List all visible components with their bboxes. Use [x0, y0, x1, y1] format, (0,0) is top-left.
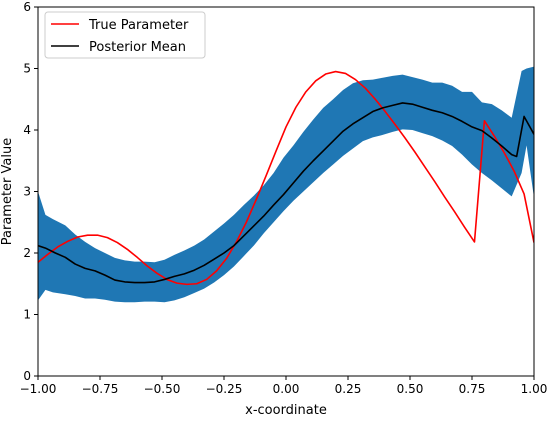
x-axis-label: x-coordinate: [245, 403, 327, 418]
y-tick-label: 6: [23, 0, 31, 14]
series-line-posterior-mean: [38, 102, 534, 284]
x-tick-label: 0.50: [397, 382, 424, 396]
posterior-uncertainty-band: [38, 66, 534, 303]
x-tick-label: 0.25: [335, 382, 362, 396]
x-tick-label: −1.00: [20, 382, 57, 396]
y-axis-label: Parameter Value: [0, 138, 15, 245]
y-tick-label: 1: [23, 308, 31, 322]
legend-box: [44, 11, 206, 59]
x-tick-label: −0.25: [206, 382, 243, 396]
uncertainty-band-layer: [38, 66, 534, 303]
x-tick-label: 0.00: [273, 382, 300, 396]
series-line-true-parameter: [38, 70, 534, 286]
y-tick-label: 0: [23, 369, 31, 383]
legend: True Parameter Posterior Mean: [44, 11, 206, 59]
legend-label-posterior-mean: Posterior Mean: [89, 40, 186, 55]
x-tick-label: 0.75: [459, 382, 486, 396]
series-lines-layer: [38, 70, 534, 286]
x-tick-label: −0.75: [82, 382, 119, 396]
y-axis-ticks: 0 1 2 3 4 5 6: [23, 0, 38, 383]
y-tick-label: 5: [23, 62, 31, 76]
y-tick-label: 4: [23, 123, 31, 137]
y-tick-label: 2: [23, 246, 31, 260]
x-axis-ticks: −1.00 −0.75 −0.50 −0.25 0.00 0.25 0.50 0.75 1.00: [20, 376, 548, 396]
legend-label-true-parameter: True Parameter: [88, 18, 189, 33]
y-tick-label: 3: [23, 185, 31, 199]
x-tick-label: 1.00: [521, 382, 548, 396]
x-tick-label: −0.50: [144, 382, 181, 396]
